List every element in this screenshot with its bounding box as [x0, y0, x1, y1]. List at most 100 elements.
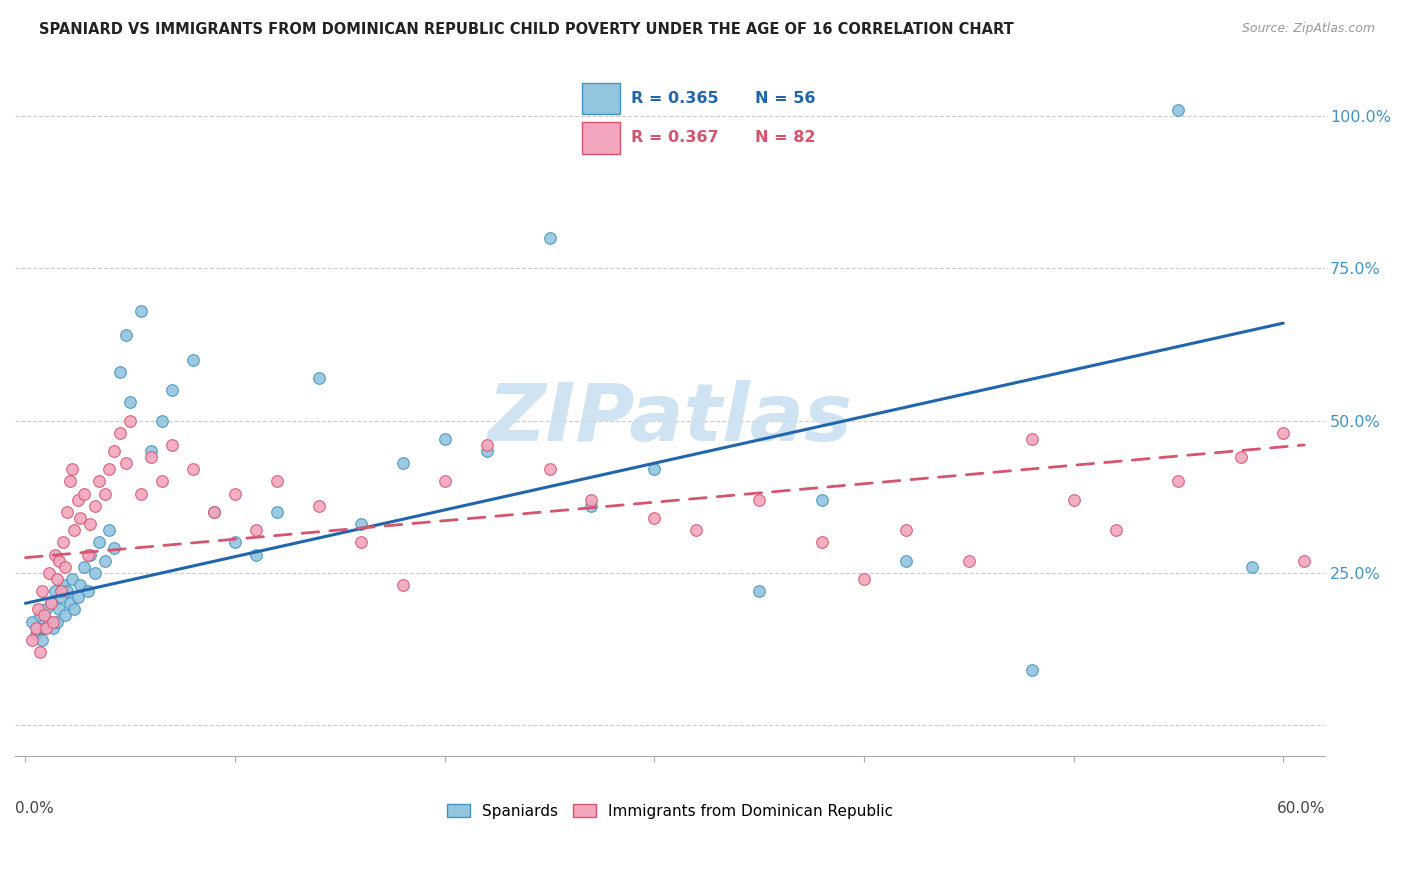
Point	[350, 517, 373, 532]
Point	[30, 645, 52, 659]
Point	[73, 486, 96, 500]
Point	[181, 462, 204, 476]
Point	[308, 499, 330, 513]
Point	[581, 492, 603, 507]
Point	[391, 456, 413, 470]
Point	[52, 578, 75, 592]
Point	[49, 591, 72, 605]
Point	[53, 559, 76, 574]
Point	[581, 499, 603, 513]
Point	[25, 626, 48, 640]
Point	[115, 456, 138, 470]
Point	[35, 621, 58, 635]
Point	[894, 554, 917, 568]
Point	[811, 492, 834, 507]
Point	[245, 523, 267, 537]
Point	[1104, 523, 1126, 537]
Point	[35, 602, 58, 616]
Text: N = 56: N = 56	[755, 91, 815, 106]
Text: N = 82: N = 82	[755, 130, 815, 145]
Point	[34, 608, 56, 623]
Point	[1167, 103, 1189, 117]
Point	[245, 548, 267, 562]
Bar	[582, 83, 620, 114]
Point	[42, 615, 65, 629]
Point	[42, 621, 65, 635]
Point	[45, 572, 67, 586]
Point	[38, 615, 60, 629]
Point	[266, 505, 288, 519]
Point	[202, 505, 225, 519]
Point	[21, 632, 44, 647]
Point	[475, 444, 498, 458]
Point	[69, 578, 91, 592]
Point	[25, 621, 48, 635]
Point	[39, 596, 62, 610]
Point	[44, 548, 66, 562]
Point	[160, 438, 183, 452]
Point	[62, 523, 84, 537]
Point	[69, 511, 91, 525]
Point	[34, 621, 56, 635]
Point	[129, 486, 152, 500]
Point	[1240, 559, 1263, 574]
Point	[643, 462, 665, 476]
Point	[58, 475, 80, 489]
Text: ZIPatlas: ZIPatlas	[488, 380, 852, 458]
Point	[49, 584, 72, 599]
Point	[73, 559, 96, 574]
Point	[38, 566, 60, 580]
Point	[129, 304, 152, 318]
Point	[811, 535, 834, 549]
Point	[748, 492, 770, 507]
Point	[94, 486, 117, 500]
Point	[58, 596, 80, 610]
Point	[308, 371, 330, 385]
Point	[31, 584, 53, 599]
Point	[150, 475, 173, 489]
Point	[475, 438, 498, 452]
Point	[87, 475, 110, 489]
Point	[748, 584, 770, 599]
Bar	[582, 122, 620, 153]
Point	[108, 365, 131, 379]
Point	[60, 462, 83, 476]
Point	[1021, 663, 1043, 677]
Point	[48, 554, 70, 568]
Point	[1063, 492, 1085, 507]
Point	[108, 425, 131, 440]
Point	[433, 432, 456, 446]
Text: Source: ZipAtlas.com: Source: ZipAtlas.com	[1241, 22, 1375, 36]
Point	[53, 608, 76, 623]
Point	[685, 523, 707, 537]
Point	[44, 584, 66, 599]
Text: SPANIARD VS IMMIGRANTS FROM DOMINICAN REPUBLIC CHILD POVERTY UNDER THE AGE OF 16: SPANIARD VS IMMIGRANTS FROM DOMINICAN RE…	[39, 22, 1014, 37]
Point	[266, 475, 288, 489]
Point	[103, 541, 125, 556]
Point	[1167, 475, 1189, 489]
Text: 60.0%: 60.0%	[1277, 801, 1324, 816]
Text: R = 0.367: R = 0.367	[631, 130, 718, 145]
Point	[21, 615, 44, 629]
Point	[62, 602, 84, 616]
Point	[202, 505, 225, 519]
Point	[48, 602, 70, 616]
Point	[79, 548, 101, 562]
Point	[120, 414, 142, 428]
Point	[60, 572, 83, 586]
Point	[538, 462, 561, 476]
Point	[391, 578, 413, 592]
Point	[103, 444, 125, 458]
Point	[1021, 432, 1043, 446]
Point	[87, 535, 110, 549]
Point	[224, 486, 246, 500]
Point	[141, 450, 163, 464]
Text: R = 0.365: R = 0.365	[631, 91, 718, 106]
Point	[98, 523, 121, 537]
Point	[433, 475, 456, 489]
Point	[66, 591, 89, 605]
Point	[30, 608, 52, 623]
Point	[224, 535, 246, 549]
Point	[56, 584, 79, 599]
Point	[27, 602, 49, 616]
